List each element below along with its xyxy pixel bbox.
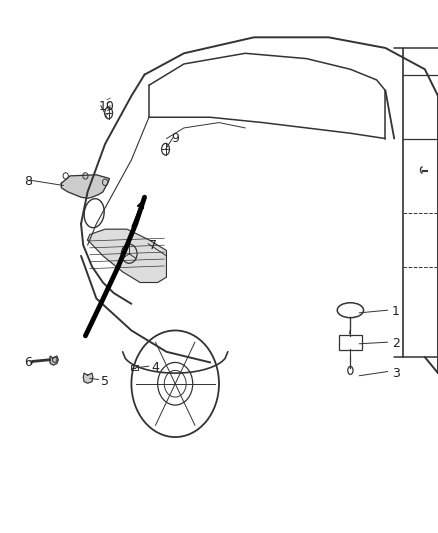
Polygon shape	[88, 229, 166, 282]
Text: 1: 1	[392, 305, 400, 318]
Text: 9: 9	[171, 132, 179, 145]
Text: 4: 4	[151, 361, 159, 374]
Text: 10: 10	[99, 100, 114, 113]
Text: 6: 6	[24, 356, 32, 369]
Text: 2: 2	[392, 337, 400, 350]
Text: 5: 5	[101, 375, 109, 387]
Text: 8: 8	[24, 175, 32, 188]
Polygon shape	[83, 373, 93, 383]
Text: 3: 3	[392, 367, 400, 379]
Polygon shape	[61, 175, 110, 198]
Polygon shape	[49, 356, 58, 365]
Text: 7: 7	[149, 239, 157, 252]
